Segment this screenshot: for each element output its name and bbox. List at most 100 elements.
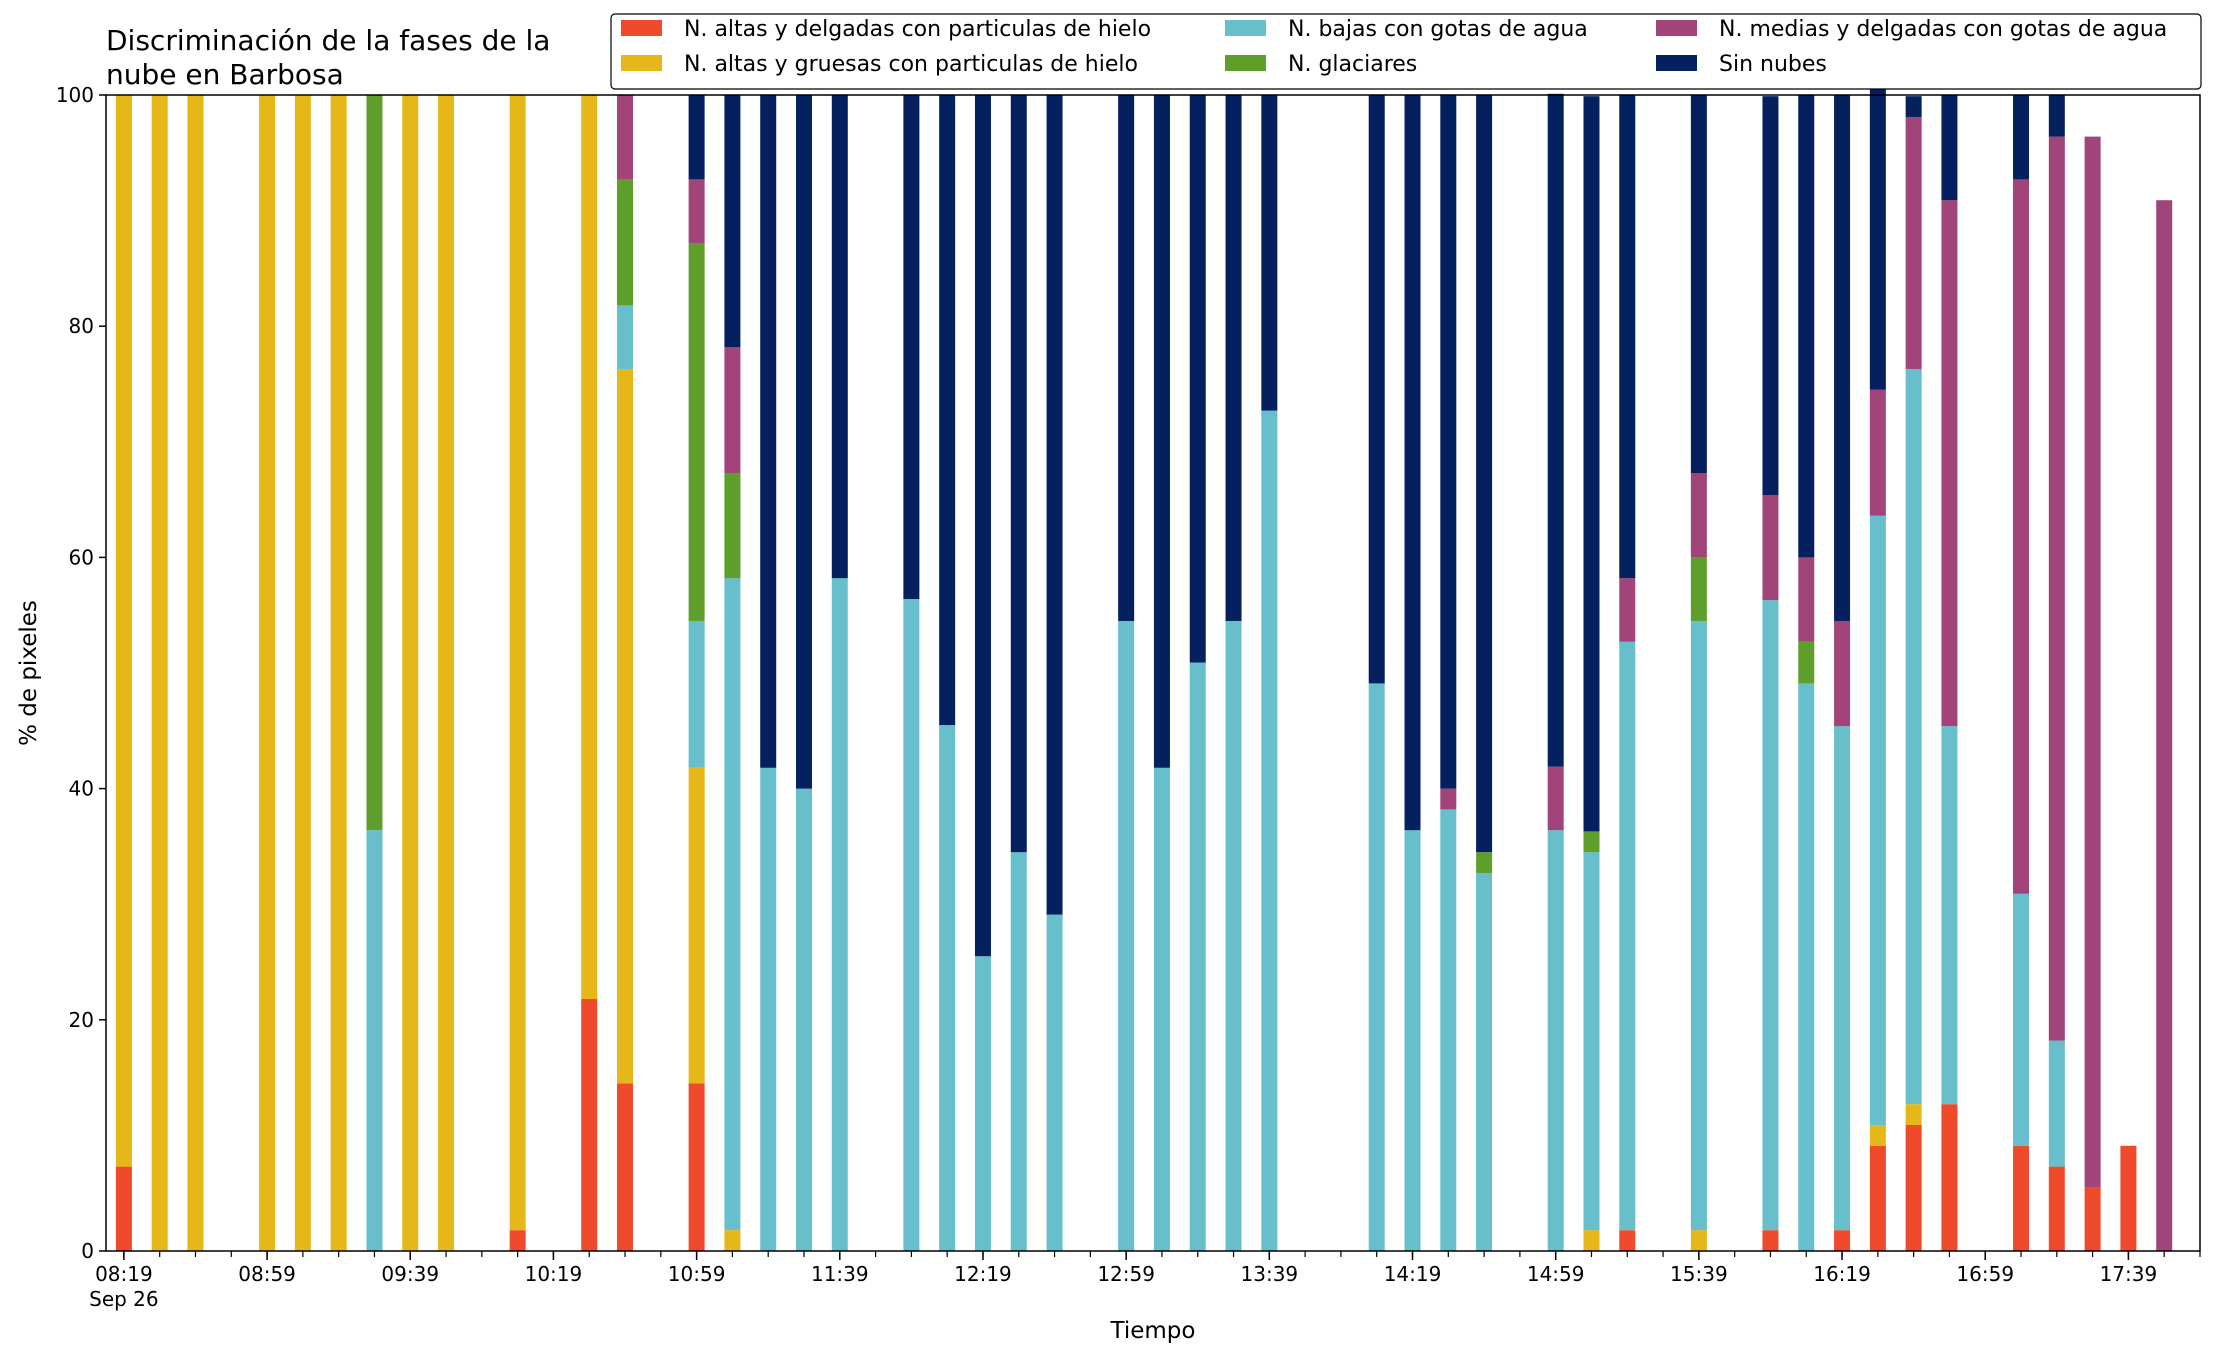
bar-segment-1649-s4 [1941,200,1958,727]
bar-segment-1459-s4 [1547,766,1564,831]
bar-segment-1709-s5 [2013,95,2030,180]
bar-segment-1309-s5 [1153,95,1170,768]
bar-segment-1609-s4 [1798,557,1815,642]
bar-segment-1439-s3 [1476,852,1493,873]
chart-title-line-2: nube en Barbosa [106,58,344,91]
bar-segment-1409-s2 [1368,683,1385,1251]
bar-segment-0819-s1 [115,95,132,1167]
bar-segment-1719-s2 [2048,1040,2065,1167]
bar-segment-1559-s0 [1762,1230,1779,1251]
bar-segment-1129-s5 [796,95,812,789]
bar-segment-1629-s0 [1869,1145,1886,1251]
x-tick-label: 13:39 [1241,1262,1299,1286]
bar-segment-1339-s2 [1261,410,1278,1252]
legend-swatch [1656,55,1697,71]
bar-segment-1109-s1 [724,1230,741,1251]
bar-segment-1539-s3 [1690,557,1707,621]
bar-segment-1039-s2 [617,305,634,369]
bar-segment-1229-s5 [1010,95,1027,853]
bar-segment-1319-s5 [1189,95,1206,663]
bar-segment-1619-s4 [1834,620,1851,727]
bar-segment-1559-s4 [1762,494,1779,601]
x-tick-label: 14:19 [1384,1262,1442,1286]
bar-segment-1509-s5 [1583,96,1600,832]
bar-segment-1259-s5 [1118,95,1135,621]
bar-segment-1649-s0 [1941,1104,1958,1251]
bar-segment-1259-s2 [1118,620,1135,1251]
bar-segment-1629-s5 [1869,74,1886,390]
legend-label: N. altas y gruesas con particulas de hie… [684,52,1138,77]
bar-segment-1029-s1 [581,95,598,999]
bar-segment-1009-s0 [509,1230,526,1251]
bar-segment-1339-s5 [1261,95,1278,411]
bar-segment-1139-s2 [831,578,848,1251]
y-tick-label: 80 [69,314,94,338]
bar-segment-1509-s3 [1583,831,1600,853]
legend-label: N. bajas con gotas de agua [1288,17,1588,42]
bar-segment-0919-s1 [330,95,347,1251]
bar-segment-1029-s0 [581,998,598,1251]
bar-segment-1059-s1 [688,767,705,1084]
bar-segment-1059-s3 [688,242,705,621]
bar-segment-0929-s2 [366,830,383,1251]
bar-segment-1729-s0 [2084,1187,2101,1251]
bar-segment-1649-s2 [1941,726,1958,1105]
bar-segment-1519-s5 [1619,95,1636,579]
bar-segment-1629-s2 [1869,515,1886,1125]
bar-segment-1139-s5 [831,95,848,579]
x-tick-label: 11:39 [811,1262,869,1286]
x-tick-label: 16:19 [1813,1262,1871,1286]
legend-swatch [621,20,662,36]
bar-segment-0819-s0 [115,1166,132,1251]
y-tick-label: 20 [69,1008,94,1032]
legend-swatch [1225,55,1266,71]
legend: N. altas y delgadas con particulas de hi… [610,13,2202,90]
bar-segment-1539-s4 [1690,473,1707,558]
bar-segment-1039-s0 [617,1083,634,1251]
bar-segment-1009-s1 [509,95,526,1231]
bar-segment-0839-s1 [187,95,204,1251]
bar-segment-1719-s4 [2048,136,2065,1041]
bar-segment-1439-s5 [1476,95,1493,853]
y-tick-label: 60 [69,545,94,569]
bar-segment-1459-s5 [1547,93,1564,767]
plot-area-frame [105,94,2201,1252]
bar-segment-1539-s5 [1690,95,1707,474]
bar-segment-1709-s4 [2013,179,2030,894]
bar-segment-1519-s2 [1619,641,1636,1231]
bar-segment-1419-s2 [1404,830,1421,1251]
legend-swatch [621,55,662,71]
y-axis-label: % de pixeles [16,600,42,746]
y-tick-label: 0 [81,1239,94,1263]
bar-segment-1159-s5 [903,95,920,600]
bar-segment-1519-s0 [1619,1230,1636,1251]
bar-segment-1509-s1 [1583,1230,1600,1251]
bar-segment-1039-s4 [617,95,634,180]
x-tick-label: 15:39 [1670,1262,1728,1286]
x-tick-label: 08:19 [95,1262,153,1286]
bar-segment-1639-s1 [1905,1104,1922,1125]
x-date-label: Sep 26 [89,1287,159,1311]
bar-segment-0949-s1 [438,95,455,1251]
bar-segment-1629-s4 [1869,389,1886,516]
bar-segment-1639-s2 [1905,368,1922,1105]
bar-segment-1709-s0 [2013,1145,2030,1251]
bar-segment-1109-s5 [724,95,741,348]
bar-segment-1629-s1 [1869,1125,1886,1146]
bar-segment-1639-s5 [1905,96,1922,117]
bar-segment-1329-s5 [1225,95,1242,621]
bar-segment-1219-s2 [974,956,991,1251]
bar-segment-1429-s2 [1440,809,1457,1251]
bar-segment-1509-s2 [1583,852,1600,1231]
bar-segment-1649-s5 [1941,95,1958,201]
bar-segment-1559-s2 [1762,600,1779,1231]
legend-label: N. medias y delgadas con gotas de agua [1719,17,2167,42]
bar-segment-0929-s3 [366,95,383,831]
x-axis-label: Tiempo [1110,1318,1196,1344]
x-tick-label: 12:19 [954,1262,1012,1286]
legend-label: N. glaciares [1288,52,1417,77]
x-tick-label: 16:59 [1956,1262,2014,1286]
bar-segment-1559-s5 [1762,96,1779,495]
bar-segment-1039-s3 [617,179,634,306]
bar-segment-1039-s1 [617,368,634,1084]
